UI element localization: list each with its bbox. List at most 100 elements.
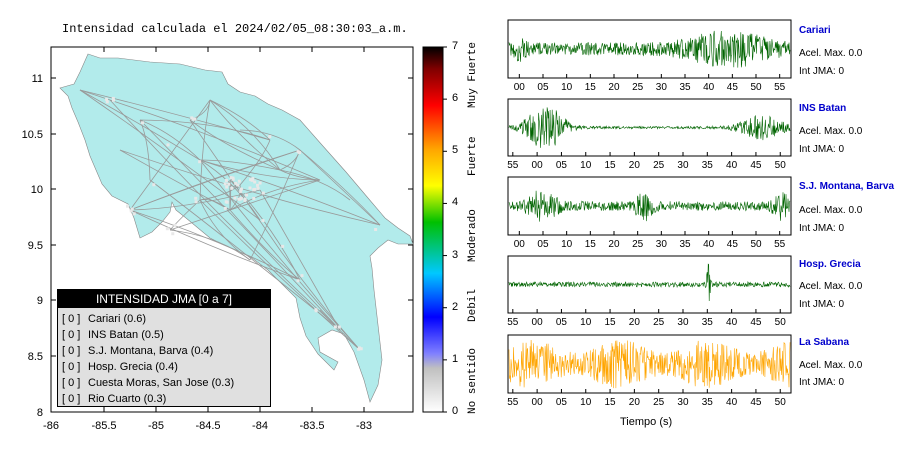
town-marker — [296, 279, 300, 283]
town-marker — [224, 178, 228, 182]
road — [199, 199, 361, 351]
road — [279, 169, 351, 201]
waveform-tick-label: 30 — [656, 239, 668, 250]
station-jma: Int JMA: 0 — [799, 299, 845, 310]
town-marker — [256, 186, 260, 190]
town-marker — [248, 186, 252, 190]
town-marker — [359, 347, 363, 351]
town-marker — [333, 325, 337, 329]
waveform-trace — [508, 190, 791, 222]
legend-item: [ 0 ] Cuesta Moras, San Jose (0.3) — [62, 377, 235, 389]
station-name-cariari: Cariari — [799, 25, 831, 36]
road — [129, 149, 301, 211]
waveform-tick-label: 25 — [653, 160, 665, 171]
y-tick-label: 10 — [31, 184, 43, 196]
x-tick-label: -85.5 — [91, 420, 116, 432]
waveform-tick-label: 20 — [608, 239, 620, 250]
station-jma: Int JMA: 0 — [799, 377, 845, 388]
town-marker — [237, 179, 241, 183]
waveform-tick-label: 35 — [702, 397, 714, 408]
waveform-tick-label: 05 — [556, 317, 568, 328]
y-tick-label: 9.5 — [28, 240, 43, 252]
town-marker — [239, 196, 243, 200]
waveform-tick-label: 55 — [774, 82, 786, 93]
station-acel: Acel. Max. 0.0 — [799, 205, 863, 216]
town-marker — [229, 176, 233, 180]
waveform-tick-label: 15 — [604, 317, 616, 328]
town-marker — [243, 197, 247, 201]
road — [239, 139, 271, 186]
waveform-tick-label: 10 — [561, 82, 573, 93]
station-acel: Acel. Max. 0.0 — [799, 360, 863, 371]
waveform-tick-label: 25 — [632, 239, 644, 250]
waveform-tick-label: 20 — [629, 317, 641, 328]
x-tick-label: -83.5 — [299, 420, 324, 432]
y-tick-label: 8.5 — [28, 351, 43, 363]
town-marker — [224, 200, 228, 204]
waveform-tick-label: 20 — [629, 160, 641, 171]
town-marker — [261, 191, 265, 195]
x-tick-label: -84.5 — [195, 420, 220, 432]
waveform-tick-label: 50 — [750, 82, 762, 93]
road — [199, 159, 381, 226]
waveform-tick-label: 55 — [774, 239, 786, 250]
waveform-tick-label: 50 — [775, 160, 787, 171]
town-marker — [132, 212, 136, 216]
y-tick-label: 8 — [37, 407, 43, 419]
colorbar-tick-label: 0 — [452, 405, 459, 417]
town-marker — [173, 223, 177, 227]
road — [129, 209, 301, 281]
town-marker — [231, 177, 235, 181]
town-marker — [225, 185, 229, 189]
colorbar-label-moderado: Moderado — [467, 209, 479, 262]
town-marker — [194, 196, 198, 200]
intensity-legend: INTENSIDAD JMA [0 a 7] [ 0 ] Cariari (0.6… — [57, 289, 271, 407]
town-marker — [252, 196, 256, 200]
waveform-tick-label: 55 — [507, 317, 519, 328]
waveform-tick-label: 35 — [702, 160, 714, 171]
x-tick-label: -85 — [148, 420, 164, 432]
road — [199, 199, 251, 261]
town-marker — [111, 98, 115, 102]
colorbar-tick-label: 6 — [452, 92, 459, 105]
town-marker — [233, 196, 237, 200]
colorbar-label-debil: Debil — [467, 288, 479, 322]
town-marker — [223, 182, 227, 186]
road — [129, 209, 301, 281]
waveform-tick-label: 05 — [556, 160, 568, 171]
map-x-axis: -86 -85.5 -85 -84.5 -84 -83.5 -83 — [43, 47, 372, 432]
road — [229, 179, 321, 211]
town-marker — [296, 150, 300, 154]
road — [239, 129, 301, 151]
road — [199, 159, 321, 181]
waveform-tick-label: 25 — [653, 397, 665, 408]
waveform-tick-label: 40 — [703, 82, 715, 93]
road-network — [79, 89, 381, 351]
road — [199, 159, 261, 221]
colorbar-tick-label: 3 — [452, 248, 459, 261]
town-marker — [239, 189, 243, 193]
road — [129, 189, 261, 211]
road — [189, 119, 281, 251]
waveform-tick-label: 40 — [703, 239, 715, 250]
town-marker — [357, 346, 361, 350]
station-jma: Int JMA: 0 — [799, 66, 845, 77]
road — [199, 99, 211, 201]
y-tick-label: 10.5 — [22, 129, 43, 141]
town-markers — [105, 96, 378, 351]
town-marker — [261, 219, 265, 223]
town-marker — [314, 309, 318, 313]
waveform-tick-label: 30 — [677, 317, 689, 328]
waveform-panels: 00 05 10 15 20 25 30 35 40 45 50 55 55 00 05 10 15 20 25 30… — [507, 19, 792, 408]
waveform-tick-label: 15 — [604, 160, 616, 171]
waveform-tick-label: 15 — [585, 239, 597, 250]
x-tick-label: -86 — [43, 420, 59, 432]
waveform-tick-label: 40 — [726, 397, 738, 408]
waveform-tick-label: 00 — [532, 160, 544, 171]
legend-item: [ 0 ] Hosp. Grecia (0.4) — [62, 361, 178, 373]
waveform-tick-label: 10 — [580, 317, 592, 328]
waveform-trace — [508, 30, 791, 68]
road — [229, 184, 241, 211]
colorbar-tick-label: 7 — [452, 40, 459, 52]
